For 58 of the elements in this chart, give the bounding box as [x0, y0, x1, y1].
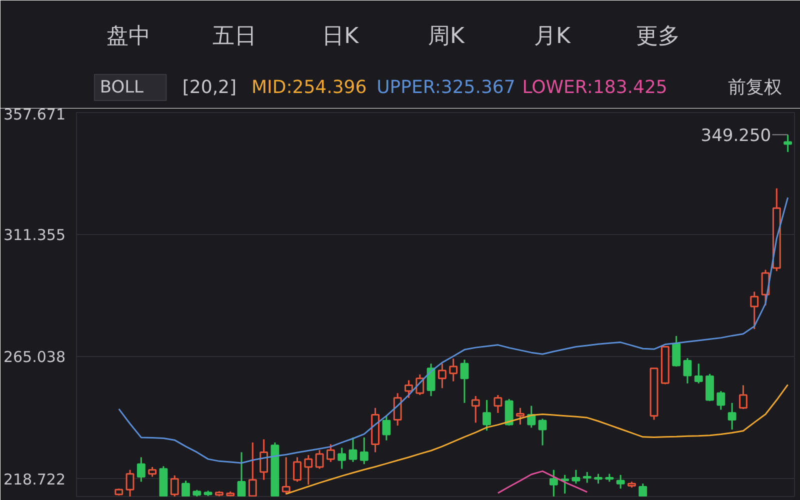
text: UPPER:325.367: [376, 77, 516, 98]
text: 盘中: [106, 24, 151, 49]
candlestick: [716, 390, 726, 411]
candlestick: [237, 451, 246, 496]
text: 五日: [212, 24, 256, 49]
text: MID:254.396: [252, 77, 367, 98]
candlestick: [739, 384, 748, 410]
candlestick: [393, 392, 402, 426]
candlestick: [616, 474, 625, 490]
candlestick: [449, 358, 458, 382]
text: LOWER:183.425: [522, 77, 668, 98]
line-series: [497, 470, 588, 494]
candlestick: [560, 474, 570, 494]
candlestick: [460, 358, 469, 404]
candlestick: [348, 436, 358, 463]
candlestick: [482, 399, 491, 432]
candlestick: [638, 482, 648, 496]
candlestick: [382, 415, 391, 442]
y-tick-label: 265.038: [3, 348, 66, 366]
text: 更多: [636, 24, 680, 49]
text: 周K: [428, 24, 466, 49]
candlestick: [326, 444, 335, 463]
text: [20,2]: [182, 77, 237, 98]
candlestick: [594, 473, 602, 484]
candlestick: [549, 469, 558, 496]
y-tick-label: 357.671: [3, 106, 66, 124]
candlestick: [572, 469, 580, 484]
candlestick: [360, 436, 368, 465]
candlestick: [706, 373, 714, 402]
text: BOLL: [100, 78, 144, 98]
candlestick: [538, 418, 547, 446]
candlestick: [338, 446, 346, 470]
candlestick: [494, 394, 502, 414]
candlestick: [404, 380, 413, 399]
candlestick: [672, 335, 681, 368]
candlestick: [438, 362, 446, 389]
candlestick: [516, 407, 524, 426]
text: 月K: [534, 24, 571, 49]
candlestick: [293, 456, 302, 482]
candlestick: [694, 362, 703, 384]
candlestick: [148, 466, 157, 478]
candlestick: [304, 454, 313, 486]
line-series: [285, 384, 789, 495]
candlestick: [683, 357, 692, 384]
candlestick: [750, 290, 759, 330]
text: 日K: [322, 24, 360, 49]
candlestick: [315, 449, 324, 470]
candlestick: [582, 471, 592, 484]
candlestick: [182, 480, 190, 496]
text: 前复权: [728, 77, 782, 98]
candlestick: [728, 402, 736, 430]
candlestick: [136, 456, 146, 482]
candlestick: [784, 134, 792, 153]
y-tick-label: 311.355: [3, 226, 66, 244]
candlestick: [260, 438, 268, 481]
candlestick: [471, 395, 480, 424]
annotation: 349.250: [700, 126, 772, 146]
y-tick-label: 218.722: [3, 470, 66, 488]
